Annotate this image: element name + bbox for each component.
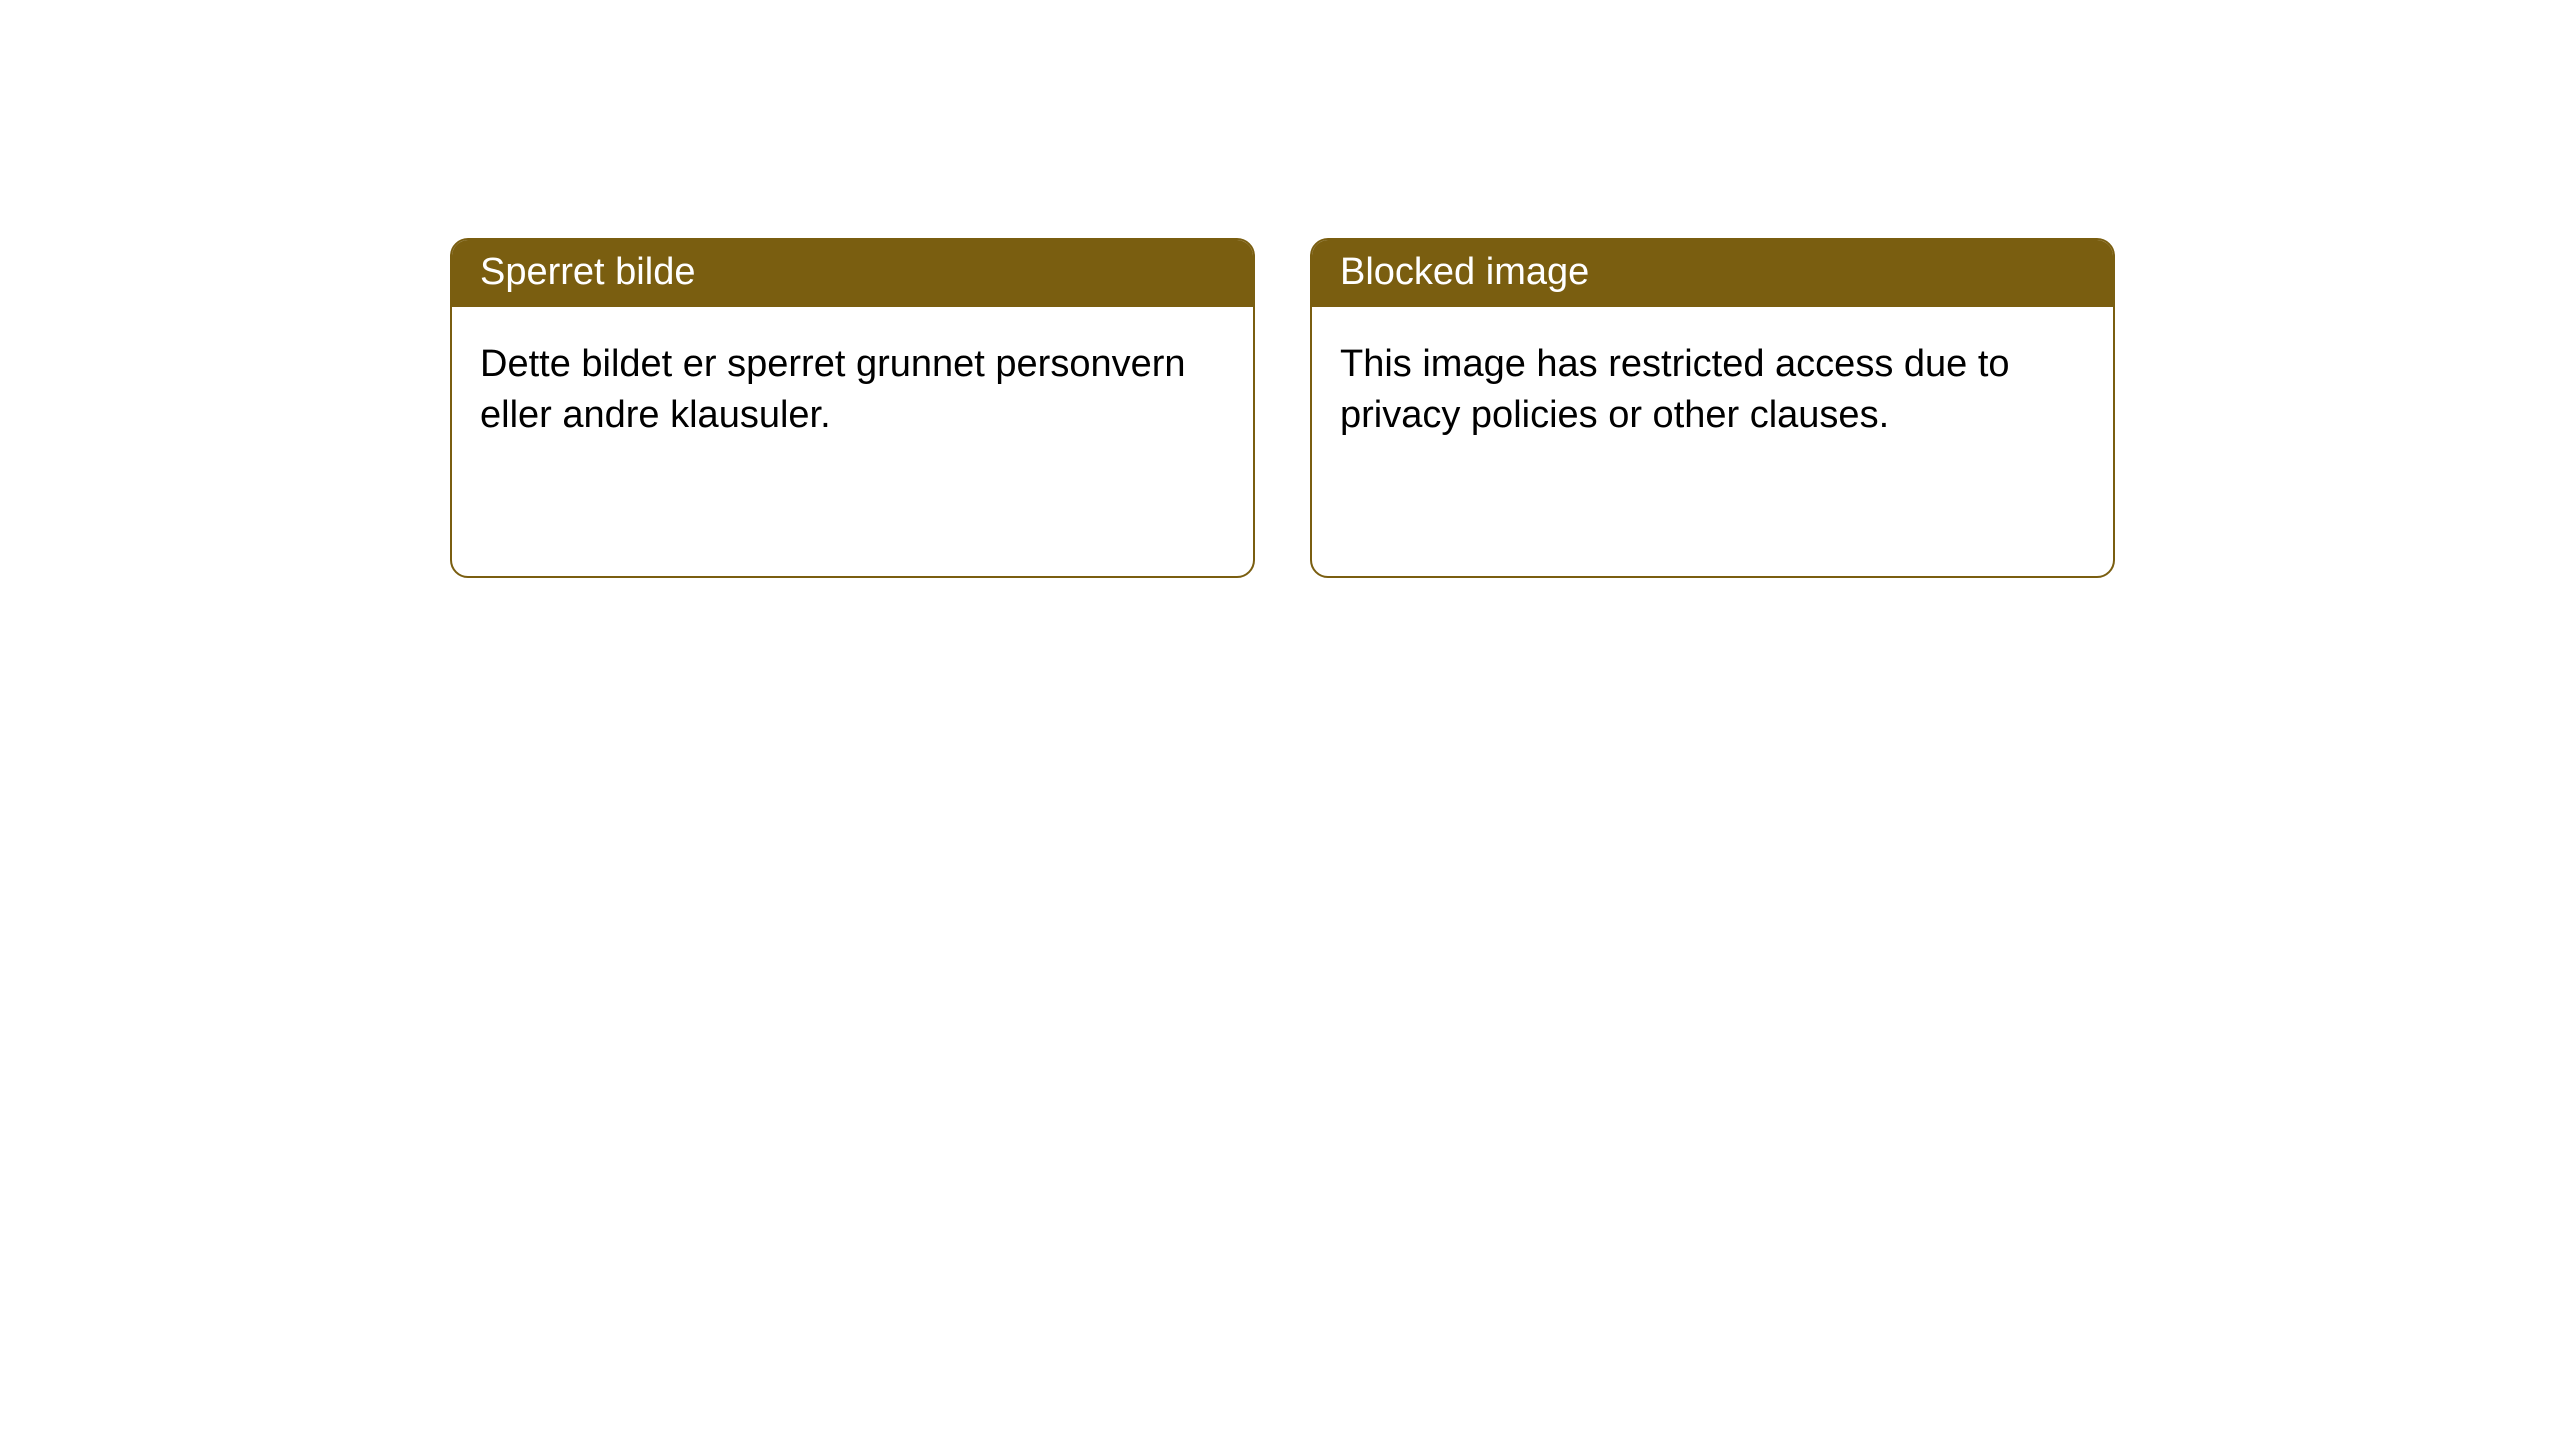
card-body-text: Dette bildet er sperret grunnet personve… [480,343,1186,436]
card-body: This image has restricted access due to … [1312,307,2113,474]
blocked-image-card-norwegian: Sperret bilde Dette bildet er sperret gr… [450,238,1255,578]
card-header: Blocked image [1312,240,2113,307]
blocked-image-card-english: Blocked image This image has restricted … [1310,238,2115,578]
card-title: Blocked image [1340,251,1589,293]
card-header: Sperret bilde [452,240,1253,307]
card-title: Sperret bilde [480,251,695,293]
cards-container: Sperret bilde Dette bildet er sperret gr… [450,238,2115,578]
card-body-text: This image has restricted access due to … [1340,343,2010,436]
card-body: Dette bildet er sperret grunnet personve… [452,307,1253,474]
